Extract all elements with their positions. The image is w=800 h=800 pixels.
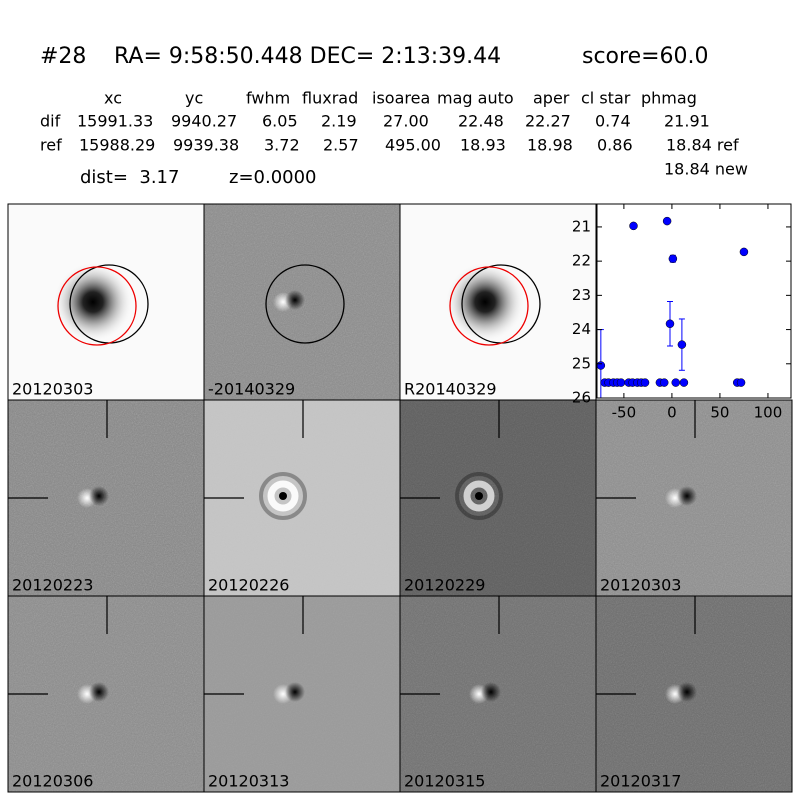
ring-core xyxy=(279,492,287,500)
column-header: mag auto xyxy=(437,89,514,108)
ring xyxy=(267,480,299,512)
row-label: ref xyxy=(40,136,62,155)
ring-core xyxy=(475,492,483,500)
column-header: fluxrad xyxy=(302,89,358,108)
stamp-label: 20120229 xyxy=(404,576,485,595)
x-tick-label: 50 xyxy=(710,404,729,422)
ring xyxy=(463,480,495,512)
source-dark xyxy=(89,682,109,702)
table-cell: 18.84 ref xyxy=(666,136,739,155)
table-cell: 21.91 xyxy=(664,112,710,131)
source-dark xyxy=(481,682,501,702)
column-header: yc xyxy=(185,89,203,108)
column-header: cl star xyxy=(581,89,631,108)
ring-halo xyxy=(455,472,503,520)
table-cell: 2.19 xyxy=(321,112,357,131)
data-point xyxy=(665,319,675,329)
stamp-label: 20120306 xyxy=(12,772,93,791)
aperture xyxy=(265,264,345,344)
x-tick-label: 0 xyxy=(667,404,677,422)
column-header: isoarea xyxy=(372,89,430,108)
table-cell: 0.74 xyxy=(595,112,631,131)
column-header: fwhm xyxy=(246,89,290,108)
data-point xyxy=(629,221,638,231)
table-cell: 18.98 xyxy=(527,136,573,155)
x-tick-label: -50 xyxy=(612,404,637,422)
table-cell: 2.57 xyxy=(323,136,359,155)
data-point xyxy=(659,378,669,387)
y-tick-label: 25 xyxy=(572,354,591,372)
table-cell: 9940.27 xyxy=(171,112,237,131)
data-point xyxy=(640,378,650,387)
data-point xyxy=(677,340,687,349)
aperture-ref xyxy=(57,266,137,346)
table-cell: 3.72 xyxy=(264,136,300,155)
table-cell: 22.48 xyxy=(458,112,504,131)
column-header: aper xyxy=(533,89,570,108)
table-cell: 22.27 xyxy=(525,112,571,131)
data-point xyxy=(739,247,749,257)
column-header: xc xyxy=(104,89,122,108)
score: score=60.0 xyxy=(582,44,709,69)
stamp-label: 20120303 xyxy=(600,576,681,595)
source xyxy=(445,262,525,342)
source-dark xyxy=(677,486,697,506)
table-cell: 15988.29 xyxy=(79,136,155,155)
aperture-ref xyxy=(449,266,529,346)
data-point xyxy=(736,378,746,387)
y-tick-label: 24 xyxy=(572,320,591,338)
y-tick-label: 22 xyxy=(572,252,591,270)
y-tick-label: 21 xyxy=(572,217,591,235)
stamp-label: 20120226 xyxy=(208,576,289,595)
data-point xyxy=(679,378,689,387)
plot-frame xyxy=(596,203,792,399)
distance: dist= 3.17 xyxy=(80,167,179,188)
y-tick-label: 26 xyxy=(572,389,591,407)
stamp-label: 20120223 xyxy=(12,576,93,595)
ring-halo xyxy=(259,472,307,520)
object-id: #28 xyxy=(40,44,86,69)
stamp-label: -20140329 xyxy=(208,380,295,399)
data-point xyxy=(668,254,678,263)
source-dark xyxy=(677,682,697,702)
source-dark xyxy=(285,290,305,310)
stamp-label: 20120317 xyxy=(600,772,681,791)
source-dark xyxy=(285,682,305,702)
x-tick-label: 100 xyxy=(754,404,783,422)
table-cell: 18.93 xyxy=(460,136,506,155)
data-point xyxy=(662,216,672,226)
plot-background xyxy=(597,204,791,398)
data-point xyxy=(671,378,681,387)
stamp-label: 20120303 xyxy=(12,380,93,399)
data-point xyxy=(616,378,626,387)
light-curve: 21 22 23 24 25 26 -50 0 50 100 xyxy=(572,203,792,422)
table-cell: 495.00 xyxy=(385,136,441,155)
source-dark xyxy=(89,486,109,506)
redshift: z=0.0000 xyxy=(229,167,317,188)
coordinates: RA= 9:58:50.448 DEC= 2:13:39.44 xyxy=(114,44,501,69)
stamp-label: 20120315 xyxy=(404,772,485,791)
y-tick-label: 23 xyxy=(572,286,591,304)
stamp-grid: 20120303 -20140329 R20140329 20120223 201202… xyxy=(7,203,793,793)
table-note: 18.84 new xyxy=(664,160,748,179)
table-cell: 0.86 xyxy=(597,136,633,155)
data-point xyxy=(596,361,606,370)
table-cell: 15991.33 xyxy=(77,112,153,131)
stamp-label: 20120313 xyxy=(208,772,289,791)
table-cell: 9939.38 xyxy=(173,136,239,155)
column-header: phmag xyxy=(641,89,697,108)
stamp-frame xyxy=(595,595,793,793)
table-cell: 27.00 xyxy=(383,112,429,131)
table-cell: 6.05 xyxy=(262,112,298,131)
stamp-label: R20140329 xyxy=(404,380,497,399)
row-label: dif xyxy=(40,112,61,131)
source xyxy=(53,262,133,342)
